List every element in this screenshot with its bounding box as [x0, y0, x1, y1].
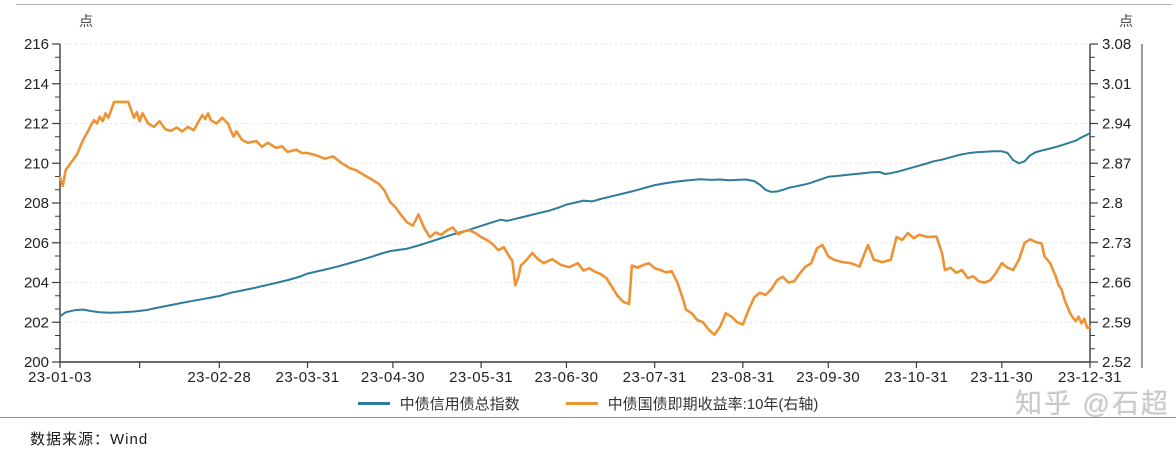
right-axis-tick-label: 2.8	[1102, 195, 1123, 212]
legend-label-treasury-yield: 中债国债即期收益率:10年(右轴)	[607, 395, 819, 413]
x-axis-tick-label: 23-09-30	[796, 369, 860, 386]
right-axis-tick-label: 2.87	[1102, 155, 1131, 172]
right-axis-tick-label: 2.94	[1102, 116, 1131, 133]
x-axis-tick-label: 23-04-30	[361, 369, 425, 386]
left-axis-tick-label: 206	[24, 235, 49, 252]
left-axis-tick-label: 210	[24, 155, 49, 172]
left-axis-tick-label: 200	[24, 354, 49, 371]
x-axis-tick-label: 23-07-31	[623, 369, 687, 386]
x-axis-tick-label: 23-01-03	[28, 369, 92, 386]
left-axis-tick-label: 216	[24, 36, 49, 53]
legend-item-credit-bond-index[interactable]: 中债信用债总指数	[357, 393, 520, 414]
right-axis-tick-label: 3.08	[1102, 36, 1131, 53]
right-axis-tick-label: 2.59	[1102, 314, 1131, 331]
x-axis-tick-label: 23-03-31	[276, 369, 340, 386]
legend-swatch-orange	[565, 401, 598, 405]
left-axis-unit-label: 点	[79, 13, 93, 29]
top-border-line	[16, 4, 1172, 5]
right-axis-tick-label: 3.01	[1102, 76, 1131, 93]
x-axis-tick-label: 23-11-30	[970, 369, 1033, 386]
legend-label-credit-bond-index: 中债信用债总指数	[399, 395, 520, 413]
data-source-note: 数据来源：Wind	[30, 431, 149, 448]
x-axis-tick-label: 23-02-28	[187, 369, 251, 386]
series-treasury-yield-line	[58, 100, 1092, 337]
right-axis-tick-label: 2.52	[1102, 354, 1131, 371]
x-axis-tick-label: 23-10-31	[884, 369, 948, 386]
line-chart: 216 214 212 210 208 206 204 202 200 3.08 3.01 2.94 2…	[24, 13, 1143, 386]
x-axis-tick-label: 23-08-31	[711, 369, 775, 386]
left-axis-tick-label: 208	[24, 195, 49, 212]
watermark-zhihu: 知乎 @石超	[1015, 389, 1170, 419]
left-axis-tick-label: 202	[24, 314, 49, 331]
legend-item-treasury-yield[interactable]: 中债国债即期收益率:10年(右轴)	[565, 393, 819, 414]
series-credit-bond-index-line	[59, 132, 1091, 318]
x-axis-tick-label: 23-06-30	[534, 369, 598, 386]
right-axis-tick-label: 2.73	[1102, 235, 1131, 252]
legend-swatch-blue	[357, 401, 390, 405]
left-axis-tick-label: 212	[24, 116, 49, 133]
x-axis-tick-label: 23-05-31	[449, 369, 513, 386]
left-axis-tick-label: 214	[24, 76, 49, 93]
right-axis-tick-label: 2.66	[1102, 275, 1131, 292]
left-axis-tick-label: 204	[24, 275, 49, 292]
chart-legend: 中债信用债总指数 中债国债即期收益率:10年(右轴)	[0, 391, 1176, 415]
separator-line	[0, 417, 1176, 418]
x-axis-tick-label: 23-12-31	[1058, 369, 1122, 386]
right-axis-unit-label: 点	[1119, 13, 1133, 29]
